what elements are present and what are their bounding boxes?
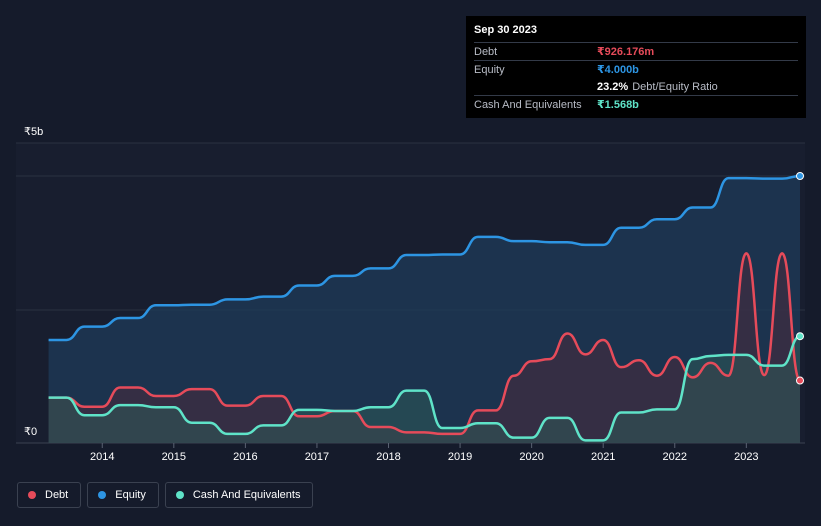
tooltip-value: ₹1.568b — [597, 99, 639, 111]
series-lines — [48, 174, 802, 442]
cash-and-equivalents-line — [48, 334, 801, 442]
y-tick-label: ₹5b — [24, 126, 43, 138]
legend-item-debt[interactable]: Debt — [17, 482, 82, 508]
legend-label: Cash And Equivalents — [192, 489, 301, 501]
debt-line — [48, 252, 802, 436]
tooltip-value: ₹926.176m — [597, 46, 655, 58]
tooltip-date: Sep 30 2023 — [474, 24, 537, 36]
x-tick-label: 2015 — [162, 451, 186, 463]
chart-legend: Debt Equity Cash And Equivalents — [17, 482, 314, 508]
equity-end-marker — [796, 172, 804, 180]
x-axis-ticks: 2014 2015 2016 2017 2018 2019 2020 2021 2022 2023 — [90, 443, 759, 463]
cash-and-equivalents-area — [48, 336, 801, 443]
legend-label: Equity — [115, 489, 146, 501]
debt-end-marker — [796, 376, 804, 385]
x-tick-label: 2016 — [233, 451, 257, 463]
x-tick-label: 2020 — [519, 451, 543, 463]
x-tick-label: 2019 — [448, 451, 472, 463]
tooltip-label: Equity — [474, 63, 505, 76]
tooltip-sublabel: Debt/Equity Ratio — [632, 80, 718, 93]
tooltip-row-debt: Debt ₹926.176m — [474, 42, 798, 60]
x-tick-label: 2017 — [305, 451, 329, 463]
x-tick-label: 2022 — [663, 451, 687, 463]
legend-dot-icon — [28, 491, 36, 499]
x-tick-label: 2023 — [734, 451, 758, 463]
legend-item-cash[interactable]: Cash And Equivalents — [164, 482, 314, 508]
equity-line — [48, 174, 801, 342]
tooltip-panel: Sep 30 2023 Debt ₹926.176m Equity ₹4.000… — [466, 16, 806, 118]
x-tick-label: 2018 — [376, 451, 400, 463]
x-tick-label: 2021 — [591, 451, 615, 463]
tooltip-value: ₹4.000b — [597, 64, 639, 76]
x-tick-label: 2014 — [90, 451, 114, 463]
tooltip-row-ratio: 23.2% Debt/Equity Ratio — [474, 78, 798, 95]
series-end-markers — [796, 172, 804, 385]
y-axis-ticks: ₹0 ₹5b — [24, 126, 43, 438]
legend-label: Debt — [45, 489, 69, 501]
legend-item-equity[interactable]: Equity — [87, 482, 159, 508]
tooltip-label: Cash And Equivalents — [474, 98, 582, 111]
series-areas — [48, 176, 801, 443]
debt-area — [48, 253, 801, 443]
tooltip-label: Debt — [474, 45, 498, 58]
tooltip-row-equity: Equity ₹4.000b — [474, 60, 798, 78]
y-tick-label: ₹0 — [24, 426, 37, 438]
cash-and-equivalents-end-marker — [796, 332, 804, 341]
legend-dot-icon — [98, 491, 107, 499]
tooltip-row-cash: Cash And Equivalents ₹1.568b — [474, 95, 798, 113]
tooltip-value: 23.2% — [597, 80, 629, 93]
legend-dot-icon — [175, 491, 184, 499]
